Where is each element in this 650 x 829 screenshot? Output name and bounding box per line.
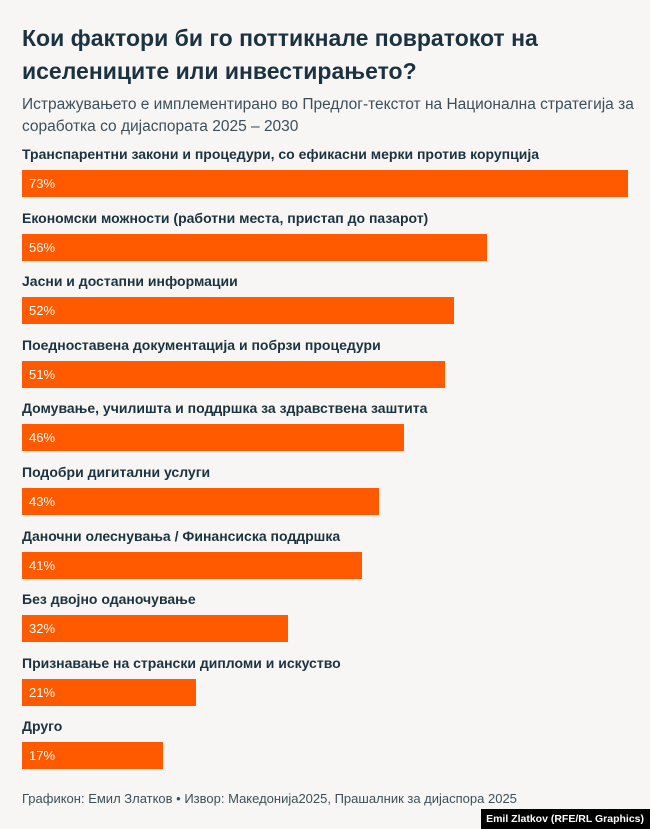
bar: 52% — [22, 297, 454, 325]
bar: 51% — [22, 360, 446, 388]
bar: 41% — [22, 551, 363, 579]
value-label: 73% — [29, 176, 56, 191]
value-label: 21% — [29, 684, 56, 700]
bar: 43% — [22, 488, 379, 515]
category-label: Домување, училишта и поддршка за здравст… — [22, 400, 428, 417]
bar: 32% — [22, 615, 288, 643]
category-label: Транспарентни закони и процедури, со ефи… — [22, 146, 540, 162]
bar-row: Друго 17% — [22, 718, 632, 770]
source-footer: Графикон: Емил Златков • Извор: Македони… — [22, 791, 517, 806]
category-label: Без двојно оданочување — [22, 591, 196, 608]
category-label: Поедноставена документација и побрзи про… — [22, 336, 381, 353]
bar: 56% — [22, 233, 487, 261]
value-label: 51% — [29, 366, 56, 382]
bar: 73% — [22, 170, 628, 197]
chart-subtitle: Истражувањето е имплементирано во Предло… — [22, 96, 634, 135]
bar: 17% — [22, 742, 164, 770]
category-label: Економски можности (работни места, прист… — [22, 209, 429, 226]
bar-row: Подобри дигитални услуги 43% — [22, 464, 632, 515]
value-label: 41% — [29, 557, 56, 573]
bar-row: Без двојно оданочување 32% — [22, 591, 632, 643]
bar-row: Признавање на странски дипломи и искуств… — [22, 655, 632, 706]
bar-row: Домување, училишта и поддршка за здравст… — [22, 400, 632, 452]
value-label: 17% — [29, 748, 56, 764]
value-label: 46% — [29, 430, 56, 446]
category-label: Јасни и достапни информации — [22, 273, 238, 290]
chart-title: Кои фактори би го поттикнале повратокот … — [22, 25, 538, 84]
category-label: Подобри дигитални услуги — [22, 464, 211, 480]
bar-row: Поедноставена документација и побрзи про… — [22, 337, 632, 388]
category-label: Даночни олеснувања / Финансиска поддршка — [22, 527, 341, 544]
bar: 46% — [22, 424, 404, 452]
bar-row: Транспарентни закони и процедури, со ефи… — [22, 146, 632, 197]
bar-row: Економски можности (работни места, прист… — [22, 210, 632, 261]
bar-row: Јасни и достапни информации 52% — [22, 273, 632, 325]
value-label: 52% — [29, 303, 56, 319]
category-label: Друго — [22, 718, 63, 735]
value-label: 32% — [29, 621, 56, 637]
bar: 21% — [22, 678, 197, 706]
category-label: Признавање на странски дипломи и искуств… — [22, 654, 341, 671]
value-label: 56% — [29, 239, 56, 255]
value-label: 43% — [29, 494, 56, 509]
credit-badge: Emil Zlatkov (RFE/RL Graphics) — [481, 809, 650, 829]
bar-row: Даночни олеснувања / Финансиска поддршка… — [22, 528, 632, 579]
